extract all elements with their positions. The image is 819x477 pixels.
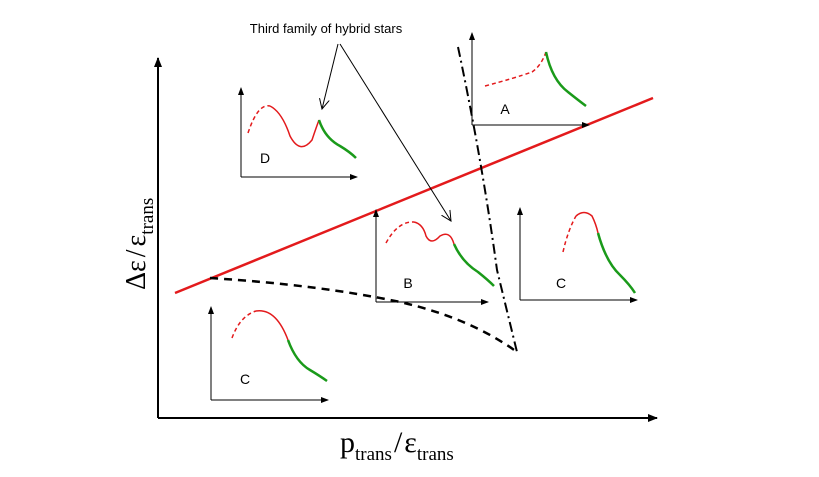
region-label-c-left: C	[240, 371, 250, 387]
inset-c-right: C	[517, 207, 638, 303]
inset-c-right-unstable-branch-dashed	[562, 215, 577, 253]
annotation-arrow-to-b	[339, 43, 451, 221]
inset-a-unstable-branch-dashed	[484, 51, 547, 87]
inset-a: A	[469, 32, 590, 128]
inset-c-left: C	[208, 306, 329, 403]
inset-c-left-stable-branch	[286, 339, 328, 383]
region-label-b: B	[403, 275, 412, 291]
inset-c-right-unstable-branch	[575, 211, 599, 234]
region-label-c-right: C	[556, 275, 566, 291]
inset-c-right-stable-branch	[596, 232, 637, 294]
inset-a-stable-branch	[544, 51, 587, 107]
x-axis-label: ptrans/εtrans	[340, 426, 454, 465]
inset-d-unstable-branch-dashed	[247, 105, 271, 134]
threshold-line	[174, 96, 654, 295]
inset-b: B	[373, 209, 495, 305]
dash-dot-boundary-line	[457, 46, 518, 353]
inset-b-unstable-branch-dashed	[385, 221, 415, 244]
y-axis-label: Δε/εtrans	[121, 198, 158, 290]
dashed-boundary-curve	[209, 276, 518, 354]
region-label-a: A	[500, 101, 510, 117]
inset-b-stable-branch	[452, 243, 495, 287]
region-label-d: D	[260, 150, 270, 166]
inset-b-unstable-branch	[413, 221, 455, 245]
inset-d: D	[238, 87, 358, 180]
inset-c-left-unstable-branch-dashed	[231, 310, 257, 339]
inset-d-stable-branch	[317, 119, 357, 159]
inset-c-left-unstable-branch	[255, 310, 289, 341]
annotation-label: Third family of hybrid stars	[250, 21, 403, 36]
inset-d-unstable-branch	[269, 105, 320, 148]
annotation-arrow-to-d	[322, 43, 339, 109]
